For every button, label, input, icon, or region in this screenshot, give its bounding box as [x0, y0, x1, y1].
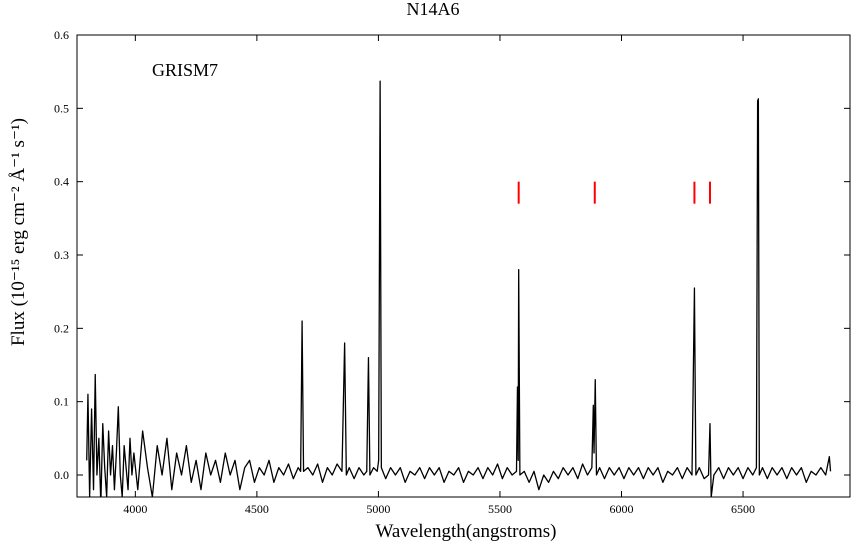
y-tick-label: 0.1 — [54, 395, 69, 409]
x-axis-label: Wavelength(angstroms) — [375, 521, 556, 542]
plot-frame — [76, 34, 851, 498]
y-tick-label: 0.5 — [54, 101, 69, 115]
chart-title: N14A6 — [407, 0, 460, 19]
y-tick-label: 0.6 — [54, 28, 69, 42]
x-tick-label: 4500 — [245, 502, 269, 516]
spectrum-line — [86, 80, 832, 497]
x-tick-label: 4000 — [123, 502, 147, 516]
x-tick-label: 6500 — [731, 502, 755, 516]
y-tick-label: 0.0 — [54, 468, 69, 482]
x-tick-label: 5500 — [488, 502, 512, 516]
y-tick-label: 0.3 — [54, 248, 69, 262]
y-tick-label: 0.4 — [54, 175, 69, 189]
x-tick-label: 6000 — [610, 502, 634, 516]
plot-area — [86, 80, 832, 497]
x-tick-label: 5000 — [366, 502, 390, 516]
y-axis-label: Flux (10⁻¹⁵ erg cm⁻² Å⁻¹ s⁻¹) — [8, 118, 29, 346]
annotation: GRISM7 — [152, 60, 218, 80]
y-tick-label: 0.2 — [54, 321, 69, 335]
